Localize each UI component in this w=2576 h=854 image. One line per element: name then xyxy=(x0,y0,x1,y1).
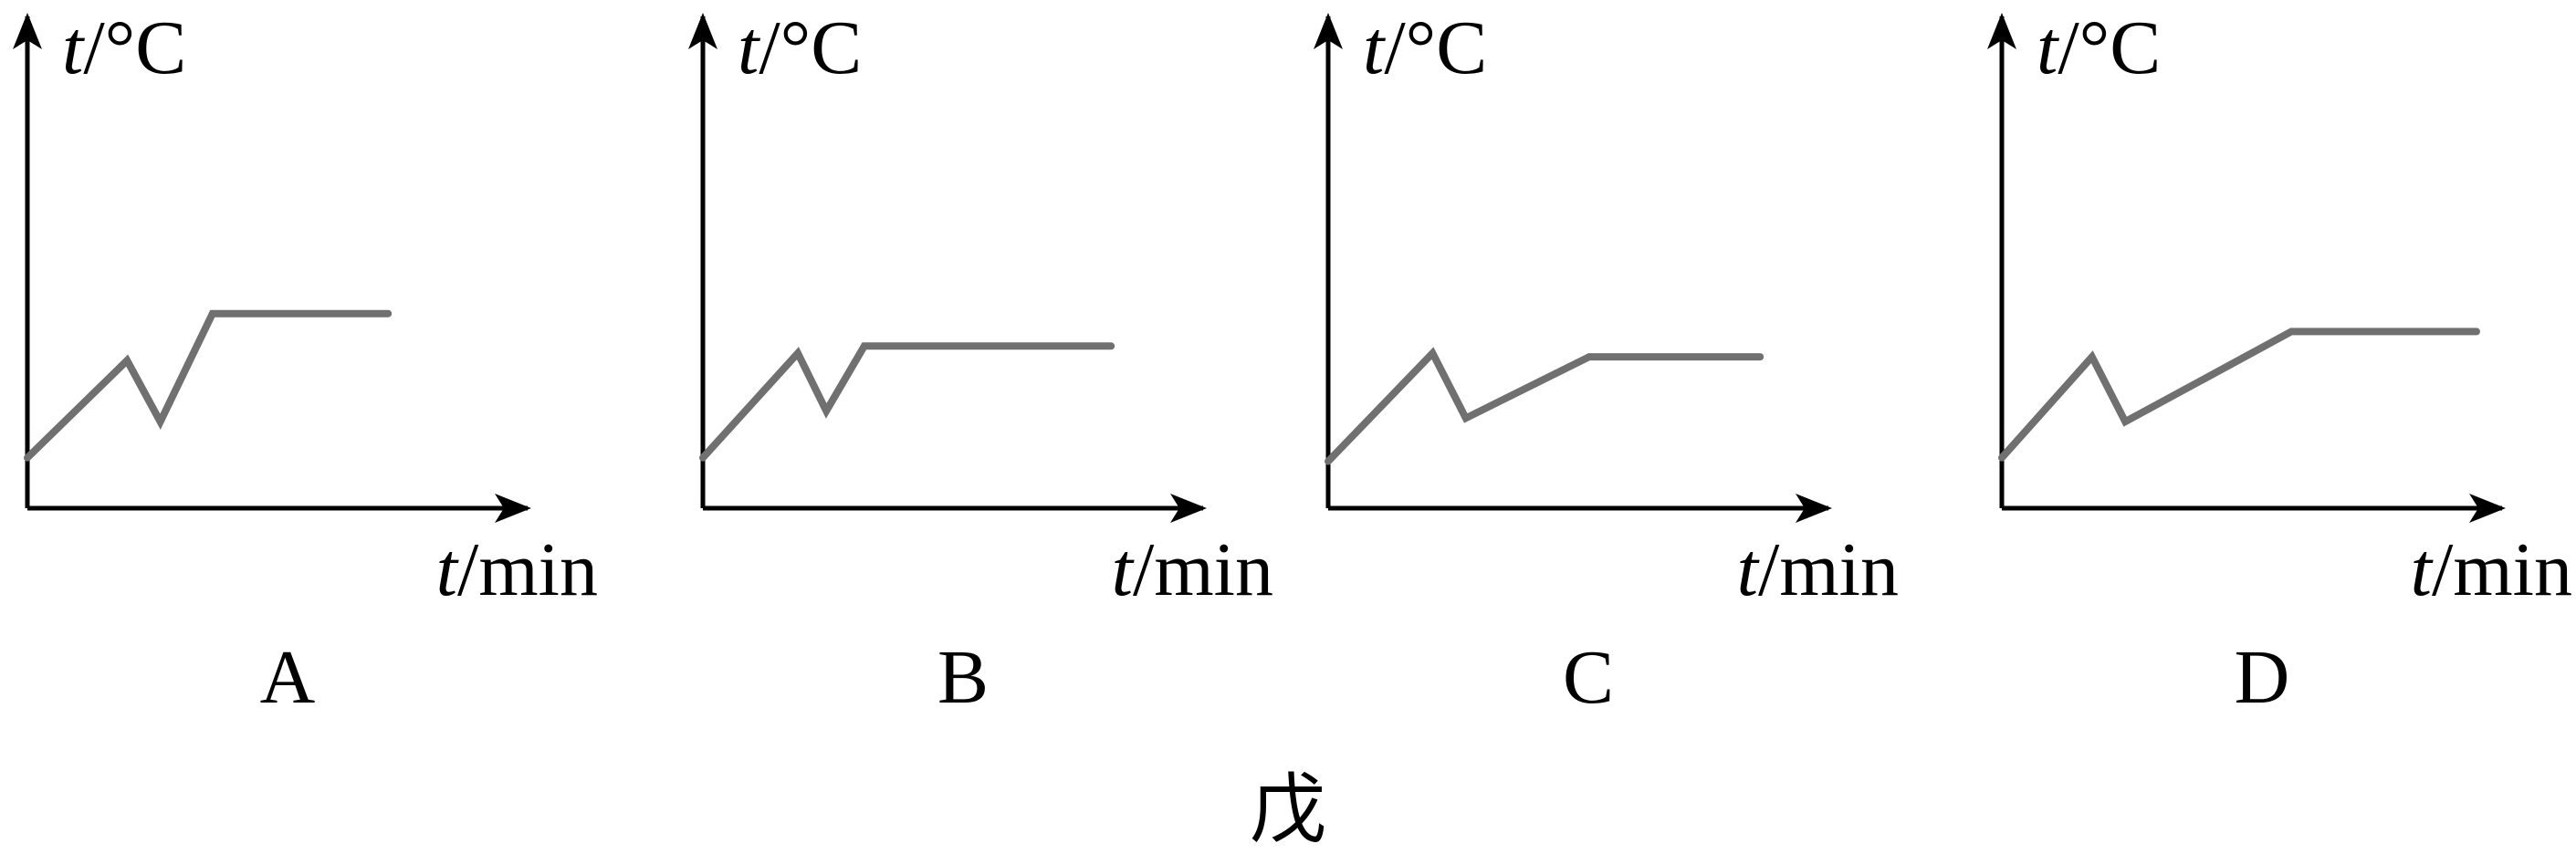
x-axis-label-unit: /min xyxy=(1758,527,1899,612)
x-axis-label: t/min xyxy=(1737,527,1899,612)
x-axis-label: t/min xyxy=(2411,527,2572,612)
x-axis-label-variable: t xyxy=(1112,527,1136,612)
panel-label: C xyxy=(1563,635,1614,720)
panel-label: A xyxy=(260,635,316,720)
panel-label: D xyxy=(2235,635,2290,720)
panel-label: B xyxy=(937,635,989,720)
x-axis-label-unit: /min xyxy=(1133,527,1273,612)
series-line xyxy=(24,309,393,462)
x-axis-label-unit: /min xyxy=(457,527,598,612)
y-axis-label: t/°C xyxy=(62,5,186,90)
series-line xyxy=(699,342,1115,462)
x-axis-label: t/min xyxy=(1112,527,1273,612)
x-axis-label-variable: t xyxy=(436,527,460,612)
y-axis-label: t/°C xyxy=(738,5,862,90)
series-line xyxy=(1325,347,1764,465)
y-axis-label-unit: /°C xyxy=(1384,5,1487,90)
y-axis-label-variable: t xyxy=(2037,5,2060,90)
x-axis-label-unit: /min xyxy=(2432,527,2572,612)
x-axis-label: t/min xyxy=(436,527,598,612)
y-axis-label-variable: t xyxy=(62,5,86,90)
y-axis-label-variable: t xyxy=(738,5,761,90)
y-axis-label-variable: t xyxy=(1363,5,1387,90)
y-axis-label-unit: /°C xyxy=(2058,5,2161,90)
figure-caption: 戊 xyxy=(1250,768,1326,853)
y-axis-label: t/°C xyxy=(2037,5,2161,90)
y-axis-label-unit: /°C xyxy=(83,5,186,90)
x-axis-label-variable: t xyxy=(2411,527,2435,612)
y-axis-label-unit: /°C xyxy=(759,5,862,90)
x-axis-label-variable: t xyxy=(1737,527,1761,612)
series-line xyxy=(1998,328,2480,462)
y-axis-label: t/°C xyxy=(1363,5,1487,90)
